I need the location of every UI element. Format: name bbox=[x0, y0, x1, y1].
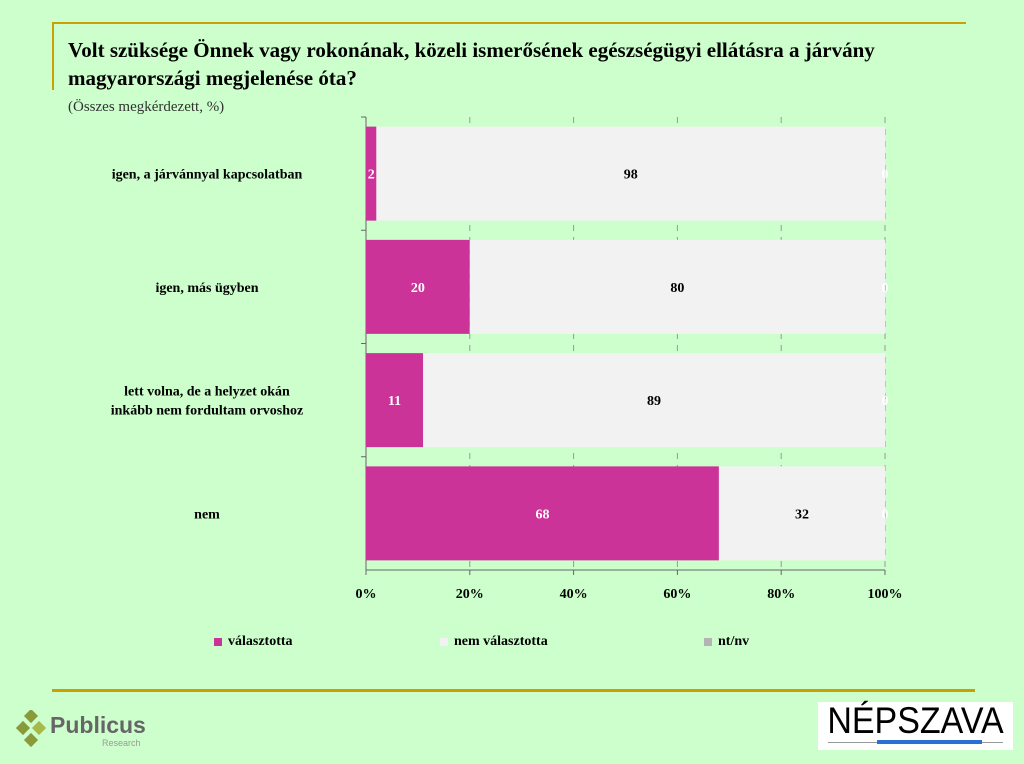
data-label: 32 bbox=[795, 507, 809, 522]
bar-1 bbox=[423, 353, 885, 448]
data-label: 68 bbox=[535, 507, 549, 522]
category-label: lett volna, de a helyzet okán inkább nem … bbox=[111, 385, 304, 419]
data-label: 20 bbox=[411, 281, 425, 296]
data-label: 0 bbox=[882, 394, 889, 409]
legend-swatch bbox=[440, 638, 448, 646]
publicus-text: Publicus bbox=[50, 712, 146, 738]
data-label: 98 bbox=[624, 168, 638, 183]
legend-label: nt/nv bbox=[718, 634, 750, 649]
data-label: 0 bbox=[882, 168, 889, 183]
data-label: 89 bbox=[647, 394, 661, 409]
x-tick-label: 80% bbox=[767, 587, 795, 602]
bar-1 bbox=[469, 239, 885, 334]
chart-subtitle: (Összes megkérdezett, %) bbox=[68, 99, 225, 115]
chart-title: Volt szüksége Önnek vagy rokonának, köze… bbox=[68, 38, 875, 90]
data-label: 0 bbox=[882, 281, 889, 296]
legend-label: nem választotta bbox=[454, 634, 548, 649]
x-tick-label: 20% bbox=[456, 587, 484, 602]
category-label: nem bbox=[194, 507, 220, 522]
category-label: igen, más ügyben bbox=[155, 281, 258, 296]
legend-swatch bbox=[214, 638, 222, 646]
left-rule bbox=[52, 22, 54, 90]
bar-0 bbox=[366, 466, 719, 561]
bottom-rule bbox=[52, 689, 975, 692]
category-label: igen, a járvánnyal kapcsolatban bbox=[112, 168, 303, 183]
x-tick-label: 40% bbox=[560, 587, 588, 602]
bar-1 bbox=[718, 466, 885, 561]
x-tick-label: 0% bbox=[356, 587, 377, 602]
top-rule bbox=[52, 22, 966, 24]
legend-item: választotta bbox=[214, 634, 293, 650]
data-label: 11 bbox=[388, 394, 401, 409]
legend-label: választotta bbox=[228, 634, 293, 649]
data-label: 2 bbox=[368, 168, 375, 183]
legend-item: nem választotta bbox=[440, 634, 548, 650]
x-tick-label: 60% bbox=[663, 587, 691, 602]
nepszava-logo: NÉPSZAVA bbox=[818, 700, 1013, 750]
data-label: 80 bbox=[670, 281, 684, 296]
bar-0 bbox=[366, 353, 424, 448]
nepszava-text: NÉPSZAVA bbox=[827, 700, 1004, 742]
bar-0 bbox=[366, 239, 470, 334]
legend-swatch bbox=[704, 638, 712, 646]
data-label: 0 bbox=[882, 507, 889, 522]
publicus-sub: Research bbox=[102, 738, 141, 748]
bar-chart: 0% 20% 40% 60% 80% 100% igen, a járvánnyal kap… bbox=[111, 116, 903, 602]
x-tick-label: 100% bbox=[868, 587, 903, 602]
bar-1 bbox=[376, 126, 885, 221]
bar-0 bbox=[366, 126, 377, 221]
legend-item: nt/nv bbox=[704, 634, 749, 650]
